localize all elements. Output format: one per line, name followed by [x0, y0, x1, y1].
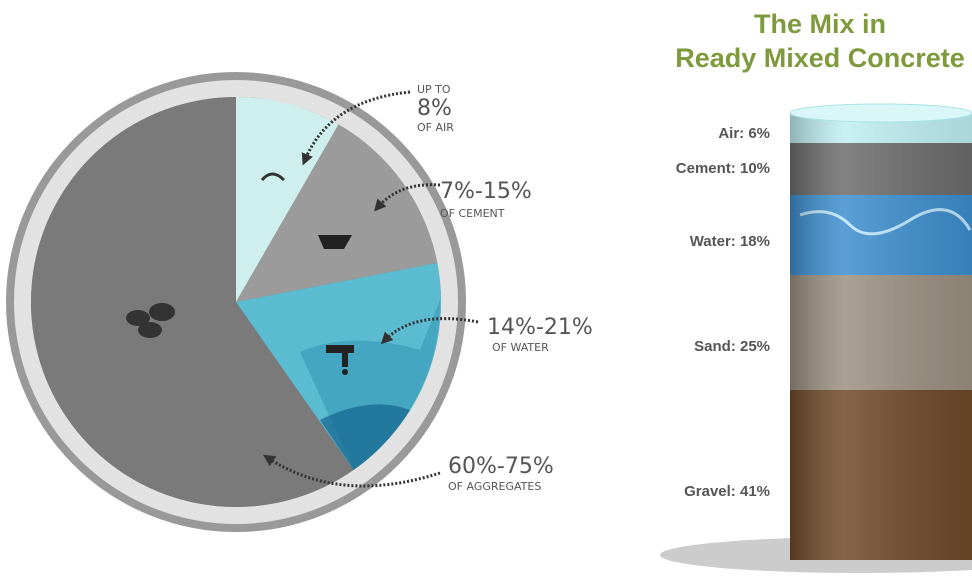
layer-label: Water: 18% [690, 233, 770, 250]
annotation-suffix: OF AIR [417, 121, 454, 134]
layer-label: Gravel: 41% [684, 483, 770, 500]
annotation-suffix: OF CEMENT [440, 207, 505, 220]
layer-label: Air: 6% [718, 125, 770, 142]
layer-label: Sand: 25% [694, 338, 770, 355]
annotation-suffix: OF AGGREGATES [448, 480, 541, 493]
pie-graphic [6, 72, 479, 532]
annotation-prefix: UP TO [417, 83, 451, 96]
annotation-amount: 7%-15% [440, 179, 532, 204]
annotation-amount: 14%-21% [487, 315, 593, 340]
cylinder [660, 103, 972, 573]
title: Ready Mixed Concrete [675, 43, 965, 73]
annotation-amount: 60%-75% [448, 454, 554, 479]
title: The Mix in [754, 9, 886, 39]
annotation-amount: 8% [417, 96, 452, 121]
annotation-suffix: OF WATER [492, 341, 549, 354]
layer-label: Cement: 10% [676, 160, 770, 177]
